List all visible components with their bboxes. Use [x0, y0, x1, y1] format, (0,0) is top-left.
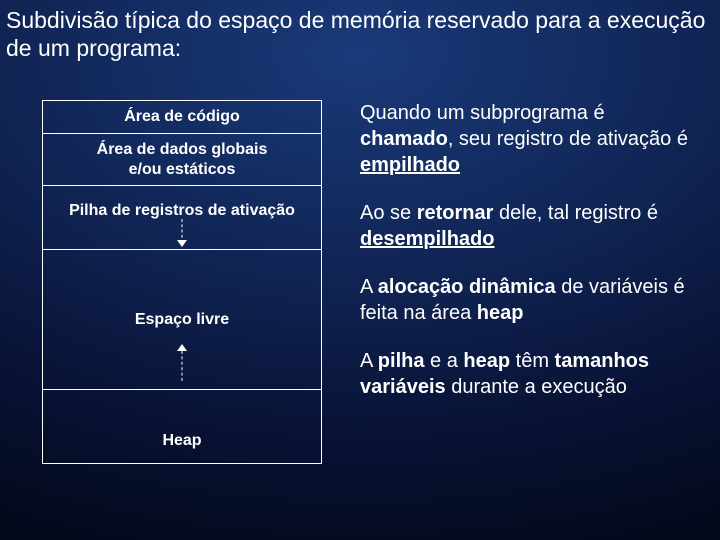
- text: Ao se: [360, 202, 417, 224]
- text: e a: [424, 350, 463, 372]
- cell-activation-stack: Pilha de registros de ativação: [42, 186, 322, 250]
- cell-label: Espaço livre: [135, 310, 229, 330]
- cell-code-area: Área de código: [42, 100, 322, 134]
- text-bold: heap: [463, 350, 515, 372]
- text-bold: alocação dinâmica: [378, 276, 556, 298]
- cell-global-data: Área de dados globais e/ou estáticos: [42, 134, 322, 186]
- text: , seu registro de ativação é: [448, 128, 688, 150]
- text-bold: heap: [477, 302, 524, 324]
- memory-diagram: Área de código Área de dados globais e/o…: [42, 100, 322, 464]
- text-bold-underline: desempilhado: [360, 228, 494, 250]
- text-bold: retornar: [417, 202, 494, 224]
- paragraph-4: A pilha e a heap têm tamanhos variáveis …: [360, 348, 700, 400]
- slide: Subdivisão típica do espaço de memória r…: [0, 0, 720, 540]
- cell-label: e/ou estáticos: [129, 160, 236, 180]
- text-bold: chamado: [360, 128, 448, 150]
- paragraph-2: Ao se retornar dele, tal registro é dese…: [360, 200, 700, 252]
- text: dele, tal registro é: [493, 202, 658, 224]
- explanation-paragraphs: Quando um subprograma é chamado, seu reg…: [360, 100, 700, 400]
- cell-label: Pilha de registros de ativação: [69, 201, 295, 221]
- text: Quando um subprograma é: [360, 102, 605, 124]
- text: A: [360, 350, 378, 372]
- cell-free-space: Espaço livre: [42, 250, 322, 390]
- cell-label: Heap: [162, 431, 201, 451]
- cell-label: Área de dados globais: [97, 140, 268, 160]
- paragraph-1: Quando um subprograma é chamado, seu reg…: [360, 100, 700, 178]
- paragraph-3: A alocação dinâmica de variáveis é feita…: [360, 274, 700, 326]
- text-bold: pilha: [378, 350, 425, 372]
- arrow-up-head-icon: [177, 344, 187, 351]
- text: durante a execução: [446, 376, 627, 398]
- text: A: [360, 276, 378, 298]
- cell-heap: Heap: [42, 390, 322, 464]
- slide-title: Subdivisão típica do espaço de memória r…: [6, 6, 714, 62]
- text: têm: [516, 350, 555, 372]
- text-bold-underline: empilhado: [360, 154, 460, 176]
- cell-label: Área de código: [124, 107, 240, 127]
- arrow-up-icon: [182, 351, 183, 381]
- arrow-down-head-icon: [177, 240, 187, 247]
